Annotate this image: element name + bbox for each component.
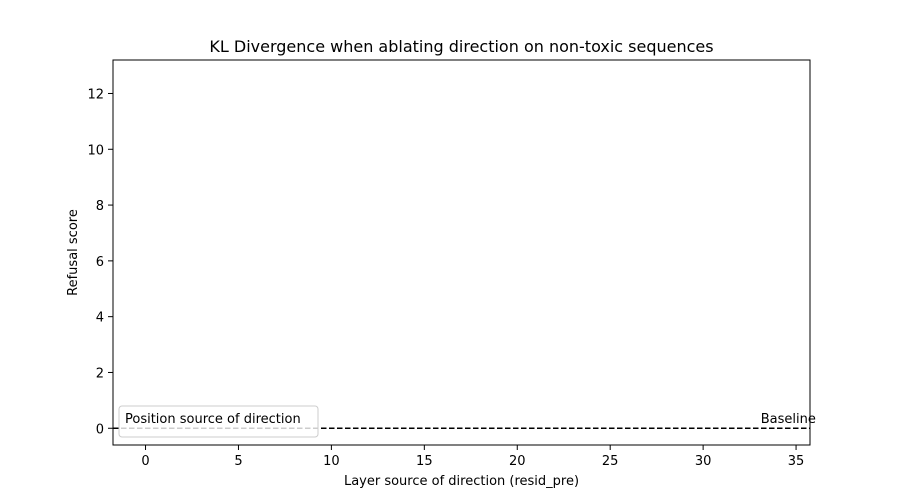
x-tick-label-5: 25 <box>602 454 619 469</box>
x-tick-label-0: 0 <box>141 454 149 469</box>
baseline-annotation-0: Baseline <box>761 412 816 427</box>
y-tick-label-4: 8 <box>96 199 104 214</box>
x-tick-label-7: 35 <box>788 454 805 469</box>
y-tick-label-3: 6 <box>96 255 104 270</box>
x-tick-label-6: 30 <box>695 454 712 469</box>
axes-frame <box>112 59 811 446</box>
y-tick-label-6: 12 <box>87 87 104 102</box>
y-tick-label-2: 4 <box>96 311 104 326</box>
legend: Position source of direction <box>118 405 319 438</box>
x-tick-label-2: 10 <box>323 454 340 469</box>
x-axis-label: Layer source of direction (resid_pre) <box>344 474 579 489</box>
y-axis-label: Refusal score <box>66 209 81 296</box>
y-tick-label-5: 10 <box>87 143 104 158</box>
x-tick-label-3: 15 <box>416 454 433 469</box>
chart-title: KL Divergence when ablating direction on… <box>209 37 713 56</box>
y-tick-label-1: 2 <box>96 366 104 381</box>
x-tick-label-1: 5 <box>234 454 242 469</box>
legend-box <box>118 405 319 438</box>
y-tick-label-0: 0 <box>96 422 104 437</box>
legend-title: Position source of direction <box>125 412 301 427</box>
x-tick-label-4: 20 <box>509 454 526 469</box>
plot-area: Baseline Position source of direction 0 5 10… <box>66 37 816 489</box>
